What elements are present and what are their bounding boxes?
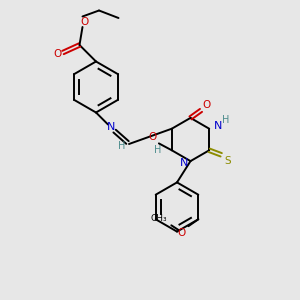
Text: CH₃: CH₃ <box>151 214 168 223</box>
Text: O: O <box>53 49 62 59</box>
Text: O: O <box>80 16 88 27</box>
Text: H: H <box>222 115 230 125</box>
Text: N: N <box>107 122 115 133</box>
Text: H: H <box>154 145 161 155</box>
Text: N: N <box>213 121 222 131</box>
Text: H: H <box>118 141 125 152</box>
Text: N: N <box>180 158 188 168</box>
Text: O: O <box>177 228 185 239</box>
Text: O: O <box>148 132 156 142</box>
Text: S: S <box>224 156 230 166</box>
Text: O: O <box>202 100 211 110</box>
